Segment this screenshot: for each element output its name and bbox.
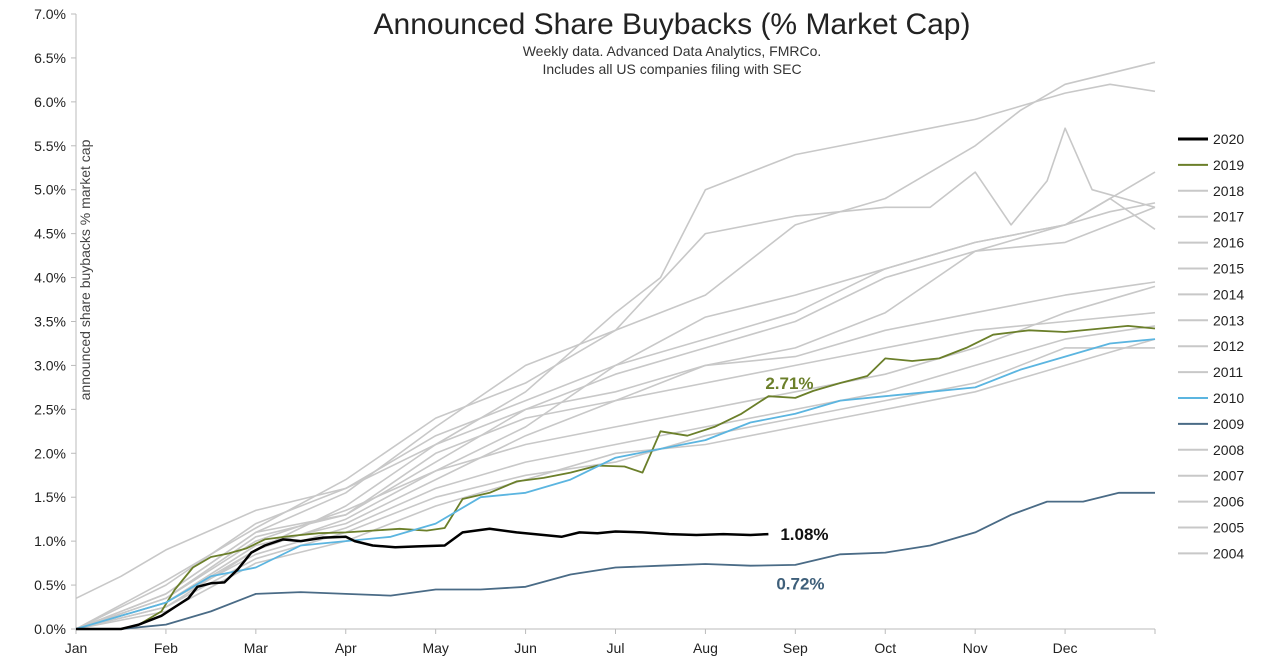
- y-axis-label: announced share buybacks % market cap: [77, 139, 93, 400]
- x-tick-label: Dec: [1053, 640, 1078, 656]
- y-tick-label: 4.5%: [34, 226, 66, 242]
- chart-title: Announced Share Buybacks (% Market Cap): [374, 8, 971, 41]
- legend-label-2019: 2019: [1213, 157, 1244, 173]
- legend-label-2007: 2007: [1213, 468, 1244, 484]
- x-tick-label: May: [422, 640, 448, 656]
- series-line-2010: [75, 338, 1156, 630]
- legend-label-2004: 2004: [1213, 545, 1244, 561]
- x-tick-label: Oct: [874, 640, 896, 656]
- x-tick-label: Mar: [244, 640, 268, 656]
- chart-subtitle-line-1: Weekly data. Advanced Data Analytics, FM…: [523, 43, 822, 59]
- legend-label-2014: 2014: [1213, 286, 1244, 302]
- legend-label-2010: 2010: [1213, 390, 1244, 406]
- series-line-2018: [75, 83, 1156, 630]
- data-label: 2.71%: [765, 374, 813, 393]
- x-tick-label: Sep: [783, 640, 808, 656]
- y-tick-label: 3.0%: [34, 357, 66, 373]
- x-tick-label: Aug: [693, 640, 718, 656]
- legend-label-2018: 2018: [1213, 183, 1244, 199]
- data-label: 0.72%: [776, 575, 824, 594]
- y-tick-label: 2.5%: [34, 401, 66, 417]
- legend-label-2015: 2015: [1213, 261, 1244, 277]
- legend-label-2020: 2020: [1213, 131, 1244, 147]
- legend-label-2017: 2017: [1213, 209, 1244, 225]
- annotation-layer: 2.71% 1.08% 0.72%: [765, 374, 828, 594]
- legend-label-2008: 2008: [1213, 442, 1244, 458]
- axes: 0.0% 0.5% 1.0% 1.5% 2.0% 2.5% 3.0% 3.5% 4.0% 4.5%…: [34, 6, 1156, 656]
- series-line-2007: [75, 311, 1156, 630]
- y-tick-label: 5.5%: [34, 138, 66, 154]
- y-tick-label: 1.5%: [34, 489, 66, 505]
- x-tick-label: Jul: [607, 640, 625, 656]
- x-tick-label: Nov: [963, 640, 988, 656]
- series-line-2020: [76, 527, 769, 631]
- series-line-2019: [76, 325, 1156, 630]
- y-tick-label: 6.5%: [34, 50, 66, 66]
- series-line-2006: [75, 338, 1156, 630]
- legend-label-2016: 2016: [1213, 235, 1244, 251]
- y-tick-label: 1.0%: [34, 533, 66, 549]
- y-tick-label: 5.0%: [34, 182, 66, 198]
- x-tick-label: Jan: [65, 640, 88, 656]
- series-line-2013: [75, 281, 1156, 600]
- series-line-2017: [75, 202, 1156, 630]
- series-line-2011: [75, 206, 1156, 630]
- chart-subtitle-line-2: Includes all US companies filing with SE…: [542, 61, 801, 77]
- y-tick-label: 7.0%: [34, 6, 66, 22]
- y-tick-label: 4.0%: [34, 270, 66, 286]
- series-line-2016: [75, 197, 1156, 630]
- series-line-2009: [76, 491, 1155, 630]
- legend-label-2005: 2005: [1213, 520, 1244, 536]
- legend-label-2006: 2006: [1213, 494, 1244, 510]
- y-tick-label: 3.5%: [34, 314, 66, 330]
- legend-label-2009: 2009: [1213, 416, 1244, 432]
- y-tick-label: 6.0%: [34, 94, 66, 110]
- legend-label-2013: 2013: [1213, 312, 1244, 328]
- y-tick-label: 2.0%: [34, 445, 66, 461]
- series-line-2015: [75, 127, 1156, 630]
- series-line-2005: [75, 325, 1156, 630]
- legend-label-2012: 2012: [1213, 338, 1244, 354]
- x-tick-label: Apr: [335, 640, 357, 656]
- y-tick-label: 0.5%: [34, 577, 66, 593]
- y-tick-label: 0.0%: [34, 621, 66, 637]
- series-layer: [75, 61, 1156, 631]
- x-tick-label: Jun: [514, 640, 537, 656]
- data-label: 1.08%: [780, 525, 828, 544]
- legend: 2020 2019 2018 2017 2016 2015 2014 2013 2012 2011…: [1178, 131, 1244, 561]
- legend-label-2011: 2011: [1213, 364, 1243, 380]
- series-line-2008: [75, 347, 1155, 630]
- x-tick-label: Feb: [154, 640, 178, 656]
- series-line-2014: [75, 61, 1156, 630]
